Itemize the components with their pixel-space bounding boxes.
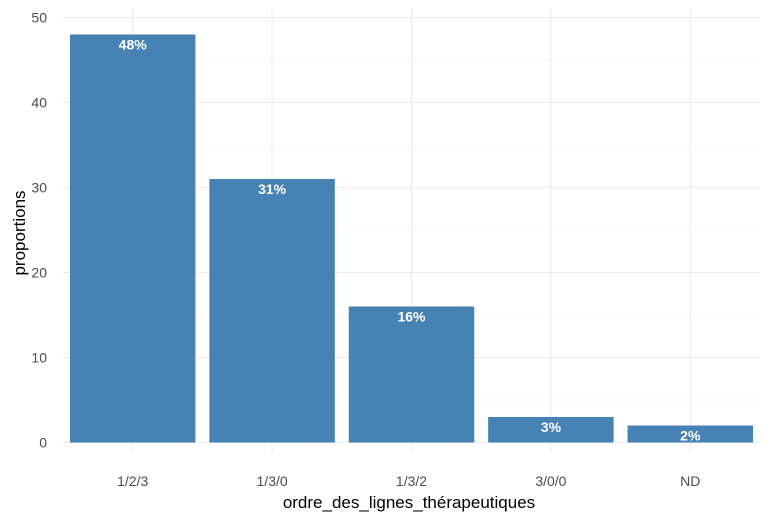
- bar: [348, 306, 475, 443]
- y-tick-label: 20: [31, 265, 47, 281]
- bar-data-label: 2%: [680, 428, 701, 444]
- y-tick-label: 50: [31, 10, 47, 26]
- y-tick-label: 30: [31, 180, 47, 196]
- bar: [627, 425, 754, 443]
- bar-data-labels: 48% 31% 16% 3% 2%: [119, 37, 701, 444]
- y-axis-title: proportions: [10, 190, 29, 275]
- x-tick-label: 1/2/3: [117, 473, 148, 489]
- x-tick-label: 1/3/2: [396, 473, 427, 489]
- bar-data-label: 31%: [258, 181, 287, 197]
- bar-data-label: 3%: [541, 419, 562, 435]
- x-tick-label: 3/0/0: [535, 473, 566, 489]
- bars: [69, 34, 754, 443]
- y-axis-ticks: 0 10 20 30 40 50: [31, 10, 47, 451]
- x-axis-title: ordre_des_lignes_thérapeutiques: [283, 493, 535, 512]
- y-tick-label: 0: [39, 435, 47, 451]
- bar: [69, 34, 196, 443]
- y-tick-label: 10: [31, 350, 47, 366]
- bar: [209, 179, 335, 443]
- bar-data-label: 16%: [397, 309, 426, 325]
- bar: [488, 417, 614, 443]
- x-tick-label: 1/3/0: [257, 473, 288, 489]
- y-tick-label: 40: [31, 95, 47, 111]
- bar-data-label: 48%: [119, 37, 148, 53]
- x-tick-label: ND: [680, 473, 700, 489]
- x-axis-ticks: 1/2/3 1/3/0 1/3/2 3/0/0 ND: [117, 473, 700, 489]
